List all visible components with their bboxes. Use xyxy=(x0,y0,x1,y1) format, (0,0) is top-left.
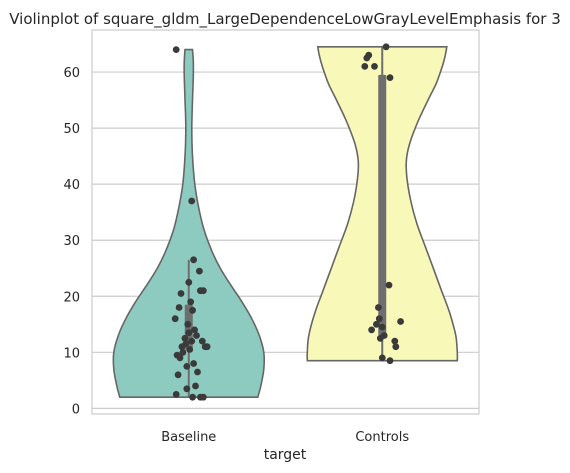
point-controls xyxy=(379,355,386,362)
point-controls xyxy=(387,357,394,364)
point-controls xyxy=(371,63,378,70)
point-baseline xyxy=(177,355,184,362)
y-tick-10: 10 xyxy=(63,346,80,361)
point-baseline xyxy=(187,299,194,306)
point-controls xyxy=(386,282,393,289)
point-baseline xyxy=(188,338,195,345)
point-baseline xyxy=(183,385,190,392)
point-baseline xyxy=(185,329,192,336)
point-controls xyxy=(383,43,390,50)
point-baseline xyxy=(200,394,207,401)
point-baseline xyxy=(186,346,193,353)
y-tick-50: 50 xyxy=(63,122,80,137)
point-controls xyxy=(375,304,382,311)
point-baseline xyxy=(196,268,203,275)
point-controls xyxy=(397,318,404,325)
y-tick-30: 30 xyxy=(63,234,80,249)
point-controls xyxy=(361,63,368,70)
point-baseline xyxy=(188,198,195,205)
chart-title: Violinplot of square_gldm_LargeDependenc… xyxy=(9,10,561,29)
y-tick-40: 40 xyxy=(63,178,80,193)
x-tick-controls: Controls xyxy=(355,430,409,445)
x-axis-label: target xyxy=(264,447,307,463)
x-tick-baseline: Baseline xyxy=(161,430,216,445)
point-baseline xyxy=(189,307,196,314)
point-controls xyxy=(379,324,386,331)
point-baseline xyxy=(190,360,197,367)
y-tick-labels: 0 10 20 30 40 50 60 xyxy=(63,66,80,417)
point-baseline xyxy=(184,321,191,328)
point-baseline xyxy=(190,256,197,263)
x-tick-labels: Baseline Controls xyxy=(161,430,409,445)
point-baseline xyxy=(193,332,200,339)
point-baseline xyxy=(178,290,185,297)
point-baseline xyxy=(185,279,192,286)
point-controls xyxy=(387,74,394,81)
point-controls xyxy=(368,327,375,334)
violins xyxy=(113,47,457,397)
point-baseline xyxy=(173,46,180,53)
point-controls xyxy=(392,343,399,350)
iqr-box-controls xyxy=(378,75,386,336)
point-baseline xyxy=(176,304,183,311)
point-controls xyxy=(373,321,380,328)
y-tick-20: 20 xyxy=(63,290,80,305)
point-baseline xyxy=(189,394,196,401)
point-baseline xyxy=(204,343,211,350)
point-baseline xyxy=(183,363,190,370)
point-controls xyxy=(377,335,384,342)
point-baseline xyxy=(200,287,207,294)
point-controls xyxy=(363,55,370,62)
y-tick-60: 60 xyxy=(63,66,80,81)
point-baseline xyxy=(173,391,180,398)
point-baseline xyxy=(172,315,179,322)
point-baseline xyxy=(175,371,182,378)
point-baseline xyxy=(194,369,201,376)
y-tick-0: 0 xyxy=(72,402,80,417)
point-baseline xyxy=(192,383,199,390)
